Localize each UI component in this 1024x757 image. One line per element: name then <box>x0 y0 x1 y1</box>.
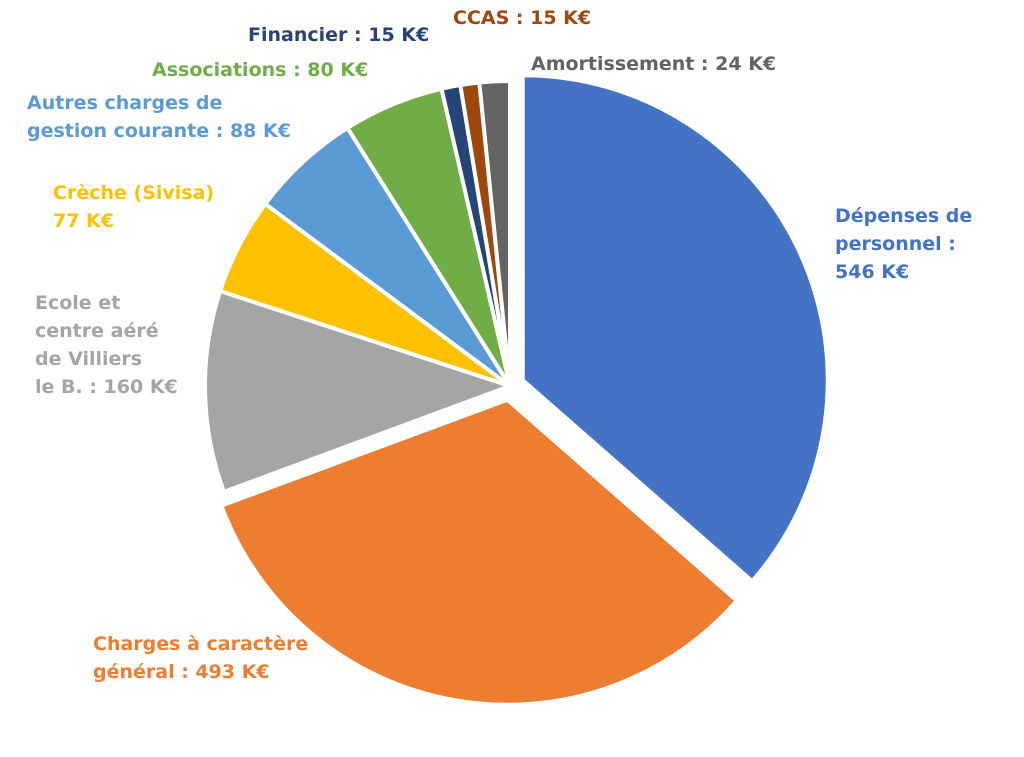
slice-label-line: personnel : <box>835 233 956 255</box>
pie-slice-depenses-de-personnel <box>520 73 830 584</box>
slice-label-line: centre aéré <box>35 320 159 342</box>
slice-label-line: Ecole et <box>35 292 120 314</box>
slice-label-line: Crèche (Sivisa) <box>53 182 214 204</box>
pie-slice-charges-a-caractere-general <box>219 397 739 707</box>
slice-label: Amortissement : 24 K€ <box>531 53 776 75</box>
slice-label: Associations : 80 K€ <box>152 59 368 81</box>
slice-label-line: 546 K€ <box>835 261 909 283</box>
slice-label-line: le B. : 160 K€ <box>35 376 178 398</box>
slice-label-line: Amortissement : 24 K€ <box>531 53 776 75</box>
slice-label-line: Charges à caractère <box>93 633 308 655</box>
pie-slice-amortissement <box>477 79 512 388</box>
pie-slice-ecole-et-centre-aere-de-villiers-le-b <box>203 289 512 494</box>
pie-slices <box>203 73 830 707</box>
slice-label: Crèche (Sivisa) 77 K€ <box>53 182 214 232</box>
slice-label-line: Dépenses de <box>835 205 972 227</box>
slice-label: Charges à caractère général : 493 K€ <box>93 633 308 683</box>
slice-label-line: Autres charges de <box>27 92 222 114</box>
slice-label: Dépenses de personnel : 546 K€ <box>835 205 972 283</box>
slice-label: CCAS : 15 K€ <box>453 7 591 29</box>
slice-label-line: Financier : 15 K€ <box>248 24 429 46</box>
pie-labels: Dépenses de personnel : 546 K€ Charges à ca… <box>27 7 972 683</box>
slice-label-line: CCAS : 15 K€ <box>453 7 591 29</box>
slice-label-line: de Villiers <box>35 348 142 370</box>
slice-label: Financier : 15 K€ <box>248 24 429 46</box>
slice-label-line: 77 K€ <box>53 210 114 232</box>
slice-label-line: gestion courante : 88 K€ <box>27 120 291 142</box>
slice-label-line: Associations : 80 K€ <box>152 59 368 81</box>
slice-label: Autres charges de gestion courante : 88 K… <box>27 92 291 142</box>
slice-label-line: général : 493 K€ <box>93 661 270 683</box>
slice-label: Ecole et centre aéré de Villiers le B. : 16… <box>35 292 178 398</box>
